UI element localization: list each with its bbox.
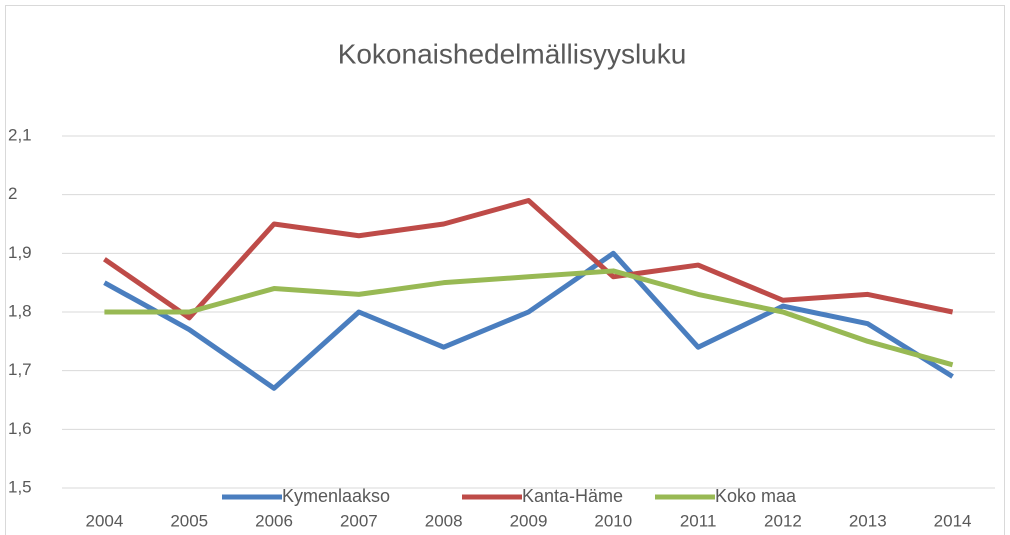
y-tick-label: 1,9 [8, 243, 32, 262]
x-tick-label: 2007 [340, 511, 378, 530]
legend-label: Koko maa [715, 486, 797, 506]
chart-border [5, 5, 1005, 535]
y-tick-label: 1,6 [8, 419, 32, 438]
x-tick-label: 2013 [849, 511, 887, 530]
x-tick-label: 2010 [594, 511, 632, 530]
x-tick-label: 2011 [680, 511, 717, 530]
x-tick-label: 2005 [170, 511, 208, 530]
chart-title: Kokonaishedelmällisyysluku [338, 38, 687, 69]
x-tick-label: 2004 [85, 511, 123, 530]
series-line [103, 250, 954, 391]
legend-label: Kanta-Häme [522, 486, 623, 506]
y-tick-label: 1,7 [8, 360, 32, 379]
x-tick-label: 2012 [764, 511, 802, 530]
series-line [104, 268, 954, 368]
x-tick-label: 2009 [510, 511, 548, 530]
y-tick-label: 1,5 [8, 477, 32, 496]
y-tick-label: 2 [8, 184, 17, 203]
series-line [102, 198, 954, 321]
legend-label: Kymenlaakso [282, 486, 390, 506]
x-tick-label: 2014 [934, 511, 972, 530]
x-tick-label: 2008 [425, 511, 463, 530]
y-tick-label: 1,8 [8, 301, 32, 320]
y-tick-label: 2,1 [8, 125, 32, 144]
x-tick-label: 2006 [255, 511, 293, 530]
